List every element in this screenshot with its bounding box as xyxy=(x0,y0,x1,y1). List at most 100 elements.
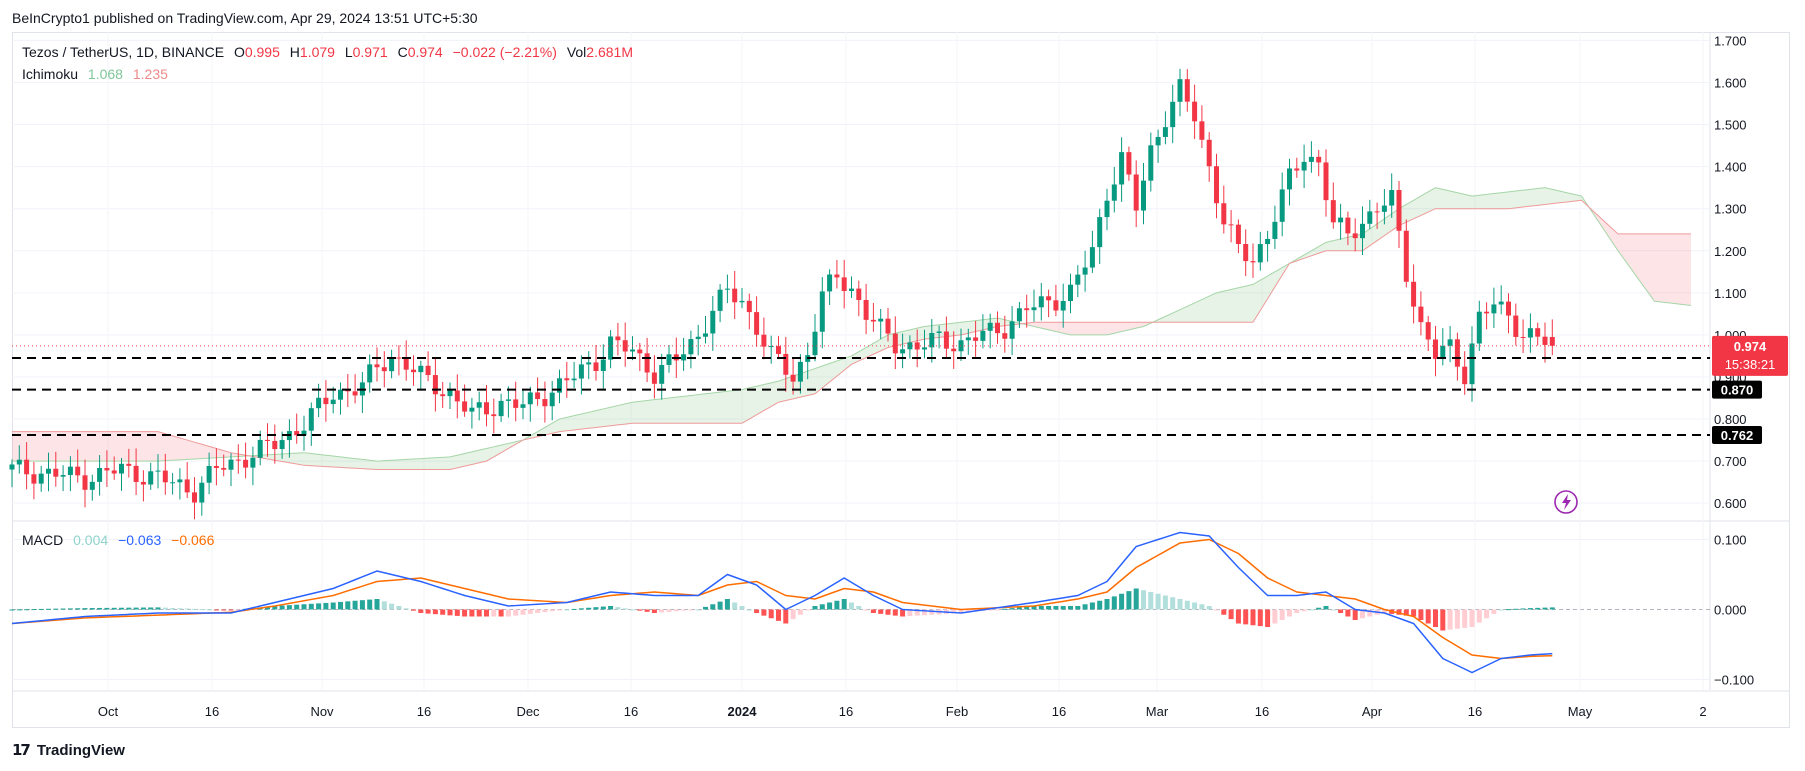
macd-histogram-bar xyxy=(827,602,833,610)
candle-body xyxy=(1294,168,1300,171)
ichimoku-cloud-segment xyxy=(216,448,224,458)
macd-histogram-bar xyxy=(1075,606,1081,610)
macd-histogram-bar xyxy=(476,609,482,617)
macd-histogram-bar xyxy=(1221,609,1227,615)
candle-body xyxy=(1082,267,1088,275)
tradingview-footer[interactable]: 17 TradingView xyxy=(12,741,125,759)
macd-histogram-bar xyxy=(447,609,453,616)
macd-histogram-bar xyxy=(403,608,409,610)
price-tick-label: 1.500 xyxy=(1714,118,1747,133)
ichimoku-cloud-segment xyxy=(669,397,677,424)
ichimoku-cloud-segment xyxy=(588,410,596,429)
ichimoku-cloud-segment xyxy=(179,437,188,460)
ichimoku-cloud-segment xyxy=(26,431,34,462)
candle-body xyxy=(1440,345,1446,359)
candle-body xyxy=(542,399,548,407)
ichimoku-legend: Ichimoku 1.068 1.235 xyxy=(22,66,174,82)
candle-body xyxy=(1542,336,1548,345)
ichimoku-cloud-segment xyxy=(318,454,326,467)
candle-body xyxy=(892,333,898,354)
change-value: −0.022 (−2.21%) xyxy=(452,44,557,60)
ichimoku-value-1: 1.068 xyxy=(87,66,123,82)
lightning-icon[interactable] xyxy=(1554,490,1578,514)
ichimoku-cloud-segment xyxy=(1457,192,1465,209)
macd-legend: MACD 0.004 −0.063 −0.066 xyxy=(22,532,220,548)
macd-histogram-bar xyxy=(688,609,694,611)
macd-histogram-bar xyxy=(162,607,168,610)
macd-tick-label: 0.000 xyxy=(1714,603,1747,618)
candle-body xyxy=(987,322,993,331)
macd-histogram-bar xyxy=(644,609,650,612)
macd-histogram-bar xyxy=(1170,597,1176,610)
ichimoku-cloud-segment xyxy=(172,435,180,461)
ichimoku-cloud-segment xyxy=(676,396,684,424)
macd-histogram-bar xyxy=(1214,609,1219,611)
candle-body xyxy=(177,479,183,483)
candle-body xyxy=(272,440,278,450)
ichimoku-cloud-segment xyxy=(158,431,166,462)
price-tick-label: 1.600 xyxy=(1714,75,1747,90)
last-price-value: 0.974 xyxy=(1734,339,1767,354)
macd-histogram-bar xyxy=(126,607,132,610)
ichimoku-cloud-segment xyxy=(1216,291,1224,323)
candle-body xyxy=(929,332,935,348)
candle-body xyxy=(1367,211,1373,224)
x-tick-label: 2024 xyxy=(728,704,758,719)
macd-histogram-bar xyxy=(1396,609,1402,615)
candle-body xyxy=(1308,156,1314,162)
candle-body xyxy=(338,389,343,400)
macd-histogram-bar xyxy=(870,609,876,613)
ichimoku-cloud-segment xyxy=(340,456,348,468)
macd-histogram-bar xyxy=(695,609,701,611)
macd-histogram-bar xyxy=(432,609,438,615)
macd-histogram-bar xyxy=(1235,609,1241,624)
candle-body xyxy=(67,466,73,476)
macd-label[interactable]: MACD xyxy=(22,532,64,548)
ichimoku-cloud-segment xyxy=(296,452,304,466)
candle-body xyxy=(1257,244,1263,263)
candle-body xyxy=(330,399,336,405)
price-tick-label: 1.200 xyxy=(1714,244,1747,259)
ichimoku-cloud-segment xyxy=(1187,302,1195,323)
macd-histogram-bar xyxy=(1440,609,1446,631)
macd-histogram-bar xyxy=(1016,607,1022,610)
ichimoku-cloud-segment xyxy=(756,384,764,415)
ichimoku-cloud-segment xyxy=(654,398,662,424)
candle-body xyxy=(1506,301,1511,316)
macd-histogram-bar xyxy=(1345,609,1351,617)
candle-body xyxy=(717,289,723,311)
macd-histogram-bar xyxy=(703,606,708,610)
candle-body xyxy=(265,439,270,441)
candle-body xyxy=(513,399,519,408)
macd-histogram-bar xyxy=(995,609,1000,611)
open-value: 0.995 xyxy=(244,44,280,60)
macd-histogram-bar xyxy=(24,609,30,611)
ichimoku-label[interactable]: Ichimoku xyxy=(22,66,79,82)
ichimoku-cloud-segment xyxy=(19,431,27,462)
candle-body xyxy=(1330,200,1336,223)
ichimoku-cloud-segment xyxy=(617,403,626,425)
symbol-name[interactable]: Tezos / TetherUS, 1D, BINANCE xyxy=(22,44,225,60)
last-price-tag[interactable] xyxy=(1712,335,1788,376)
low-label: L xyxy=(344,44,353,60)
candle-body xyxy=(535,392,541,400)
candle-body xyxy=(1418,306,1424,323)
macd-histogram-bar xyxy=(1462,609,1468,628)
candle-body xyxy=(469,407,475,412)
macd-histogram-bar xyxy=(1367,609,1373,617)
macd-histogram-bar xyxy=(462,609,468,617)
published-by: BeInCrypto1 published on TradingView.com… xyxy=(12,10,478,26)
ichimoku-cloud-segment xyxy=(1661,233,1670,303)
macd-histogram-bar xyxy=(1330,609,1336,611)
candle-body xyxy=(586,362,592,365)
ichimoku-cloud-segment xyxy=(1420,191,1429,216)
candle-body xyxy=(520,404,526,408)
ichimoku-cloud-segment xyxy=(85,431,93,462)
macd-histogram-bar xyxy=(651,609,657,613)
ichimoku-cloud-segment xyxy=(471,450,480,465)
ichimoku-cloud-segment xyxy=(1172,309,1180,323)
candle-body xyxy=(754,312,760,335)
ichimoku-cloud-segment xyxy=(1596,213,1604,229)
ichimoku-cloud-segment xyxy=(362,459,370,470)
